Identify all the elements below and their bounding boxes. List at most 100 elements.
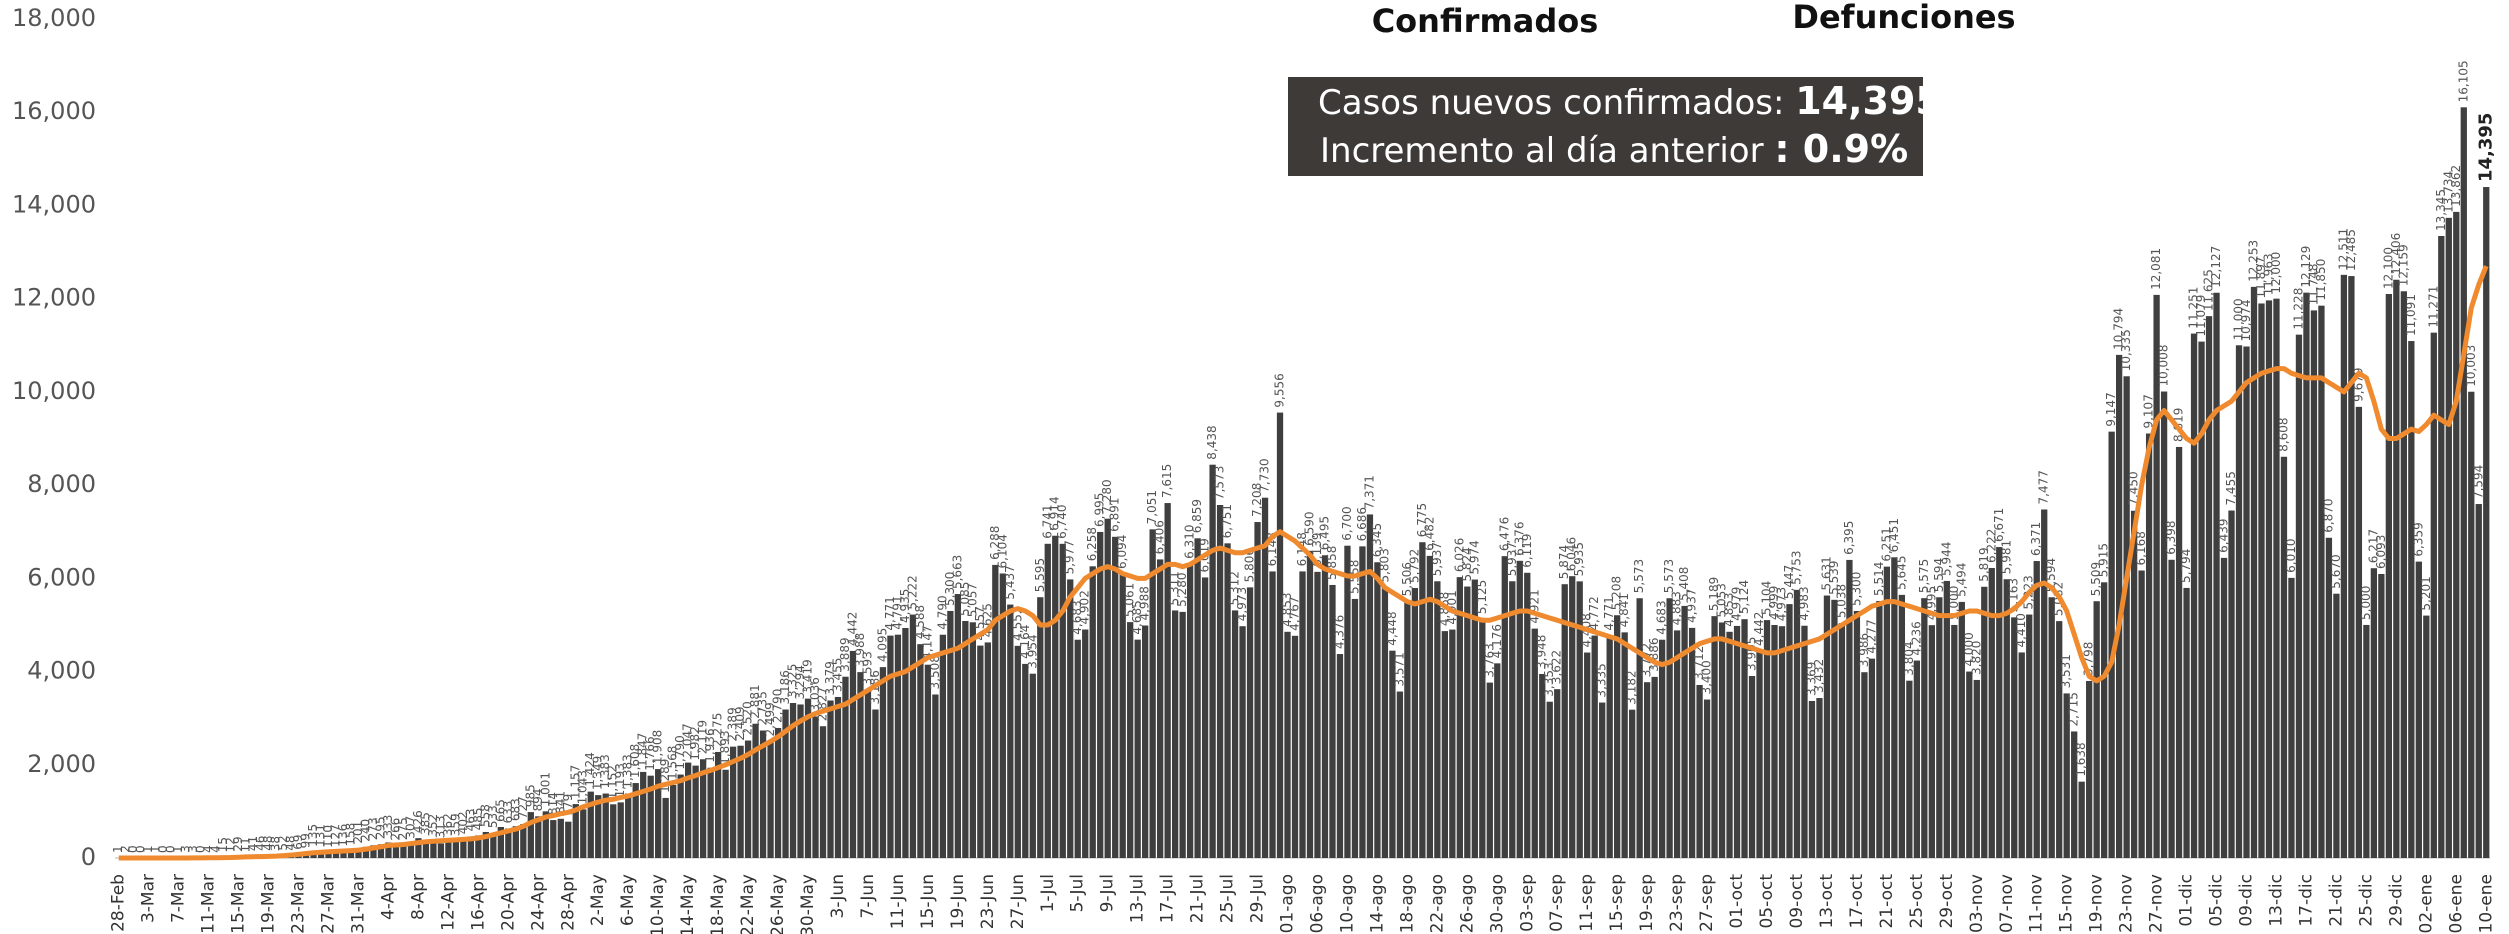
bar <box>1771 624 1778 858</box>
x-tick-label: 1-Jul <box>1038 874 1058 912</box>
data-label: 4,095 <box>875 628 889 662</box>
bar <box>625 793 632 858</box>
bar <box>947 610 954 858</box>
x-tick-label: 25-dic <box>2356 874 2376 927</box>
bar <box>1179 611 1186 858</box>
bar <box>1748 675 1756 858</box>
bar <box>1494 663 1501 858</box>
plot-area: 02,0004,0006,0008,00010,00012,00014,0001… <box>12 4 2496 934</box>
x-tick-label: 26-May <box>768 874 788 934</box>
x-tick-label: 27-Mar <box>319 874 339 934</box>
bar <box>2130 510 2138 858</box>
bar <box>1891 557 1898 858</box>
data-label: 4 <box>201 845 215 853</box>
data-label: 4,236 <box>1909 621 1923 655</box>
x-tick-label: 09-oct <box>1787 874 1807 929</box>
bar <box>2198 341 2205 859</box>
data-label: 5,595 <box>1033 558 1047 592</box>
bar <box>1741 619 1748 858</box>
bar <box>1763 620 1771 858</box>
bar <box>1052 535 1059 858</box>
data-label: 7,280 <box>1100 479 1114 513</box>
data-label: 4,147 <box>920 625 934 659</box>
x-tick-label: 10-ene <box>2476 874 2496 933</box>
x-tick-label: 19-Mar <box>259 874 279 934</box>
bar <box>2475 504 2482 858</box>
y-tick-label: 18,000 <box>12 4 96 32</box>
data-label: 362 <box>441 813 455 836</box>
bar <box>954 594 962 858</box>
bar <box>834 696 842 858</box>
data-label: 402 <box>456 811 470 834</box>
data-label: 136 <box>336 824 350 847</box>
data-label: 2,790 <box>771 689 785 723</box>
data-label: 558 <box>478 804 492 827</box>
bar <box>737 745 744 858</box>
data-label: 12,081 <box>2149 248 2163 290</box>
x-tick-label: 06-ago <box>1307 874 1327 933</box>
data-label: 3,379 <box>823 661 837 695</box>
bar <box>2235 345 2243 858</box>
bar <box>1733 625 1741 858</box>
bar <box>1082 629 1089 858</box>
data-label: 3,182 <box>1625 670 1639 704</box>
bar <box>2115 354 2123 858</box>
bar <box>385 842 392 858</box>
bar <box>1509 581 1516 858</box>
bar <box>497 827 504 858</box>
data-label: 1 <box>111 845 125 853</box>
data-label: 5,201 <box>2419 576 2433 610</box>
x-tick-label: 15-nov <box>2057 874 2077 933</box>
x-tick-label: 13-oct <box>1817 874 1837 929</box>
bar <box>969 622 976 858</box>
bar <box>872 709 879 858</box>
x-tick-label: 23-sep <box>1667 874 1687 932</box>
bar <box>452 841 460 858</box>
x-tick-label: 23-Mar <box>289 874 309 934</box>
bar <box>1014 645 1021 858</box>
x-tick-label: 11-Mar <box>199 874 219 934</box>
bar <box>1681 605 1688 858</box>
y-tick-label: 14,000 <box>12 190 96 218</box>
bar <box>1344 545 1351 858</box>
x-tick-label: 21-Jul <box>1188 874 1208 923</box>
bar <box>804 698 812 858</box>
data-label: 5,594 <box>1932 558 1946 592</box>
bar <box>332 852 340 858</box>
data-label: 10,974 <box>2239 299 2253 341</box>
data-label: 3,889 <box>838 637 852 671</box>
data-label: 12,159 <box>2396 244 2410 286</box>
bar <box>437 843 445 858</box>
data-label: 99 <box>299 833 313 848</box>
data-label: 13,862 <box>2449 165 2463 207</box>
bar <box>1524 572 1531 858</box>
data-label: 3,369 <box>1804 662 1818 696</box>
bar <box>1711 616 1718 858</box>
x-tick-label: 06-ene <box>2446 874 2466 933</box>
data-label: 5,061 <box>1123 583 1137 617</box>
data-label: 13,345 <box>2434 189 2448 231</box>
data-label: 6,891 <box>1108 497 1122 531</box>
data-label: 2,409 <box>733 706 747 740</box>
x-tick-label: 21-oct <box>1877 874 1897 929</box>
data-label: 11,850 <box>2314 259 2328 301</box>
x-tick-label: 3-Jun <box>828 874 848 918</box>
data-label: 3,419 <box>801 659 815 693</box>
bar <box>2303 292 2310 859</box>
x-tick-label: 29-dic <box>2386 874 2406 927</box>
data-label: 2,119 <box>696 720 710 754</box>
data-label: 38 <box>269 836 283 851</box>
bar <box>1404 601 1411 858</box>
data-label: 4,176 <box>1490 624 1504 658</box>
bar <box>2438 235 2445 858</box>
bar <box>325 852 332 858</box>
x-tick-label: 27-Jun <box>1008 874 1028 929</box>
data-label: 8,608 <box>2276 417 2290 451</box>
data-label: 5,300 <box>943 572 957 606</box>
bar <box>1359 546 1366 858</box>
data-label: 3,455 <box>830 658 844 692</box>
data-label: 12,129 <box>2299 246 2313 288</box>
bar <box>1913 660 1920 858</box>
data-label: 3,400 <box>1700 660 1714 694</box>
